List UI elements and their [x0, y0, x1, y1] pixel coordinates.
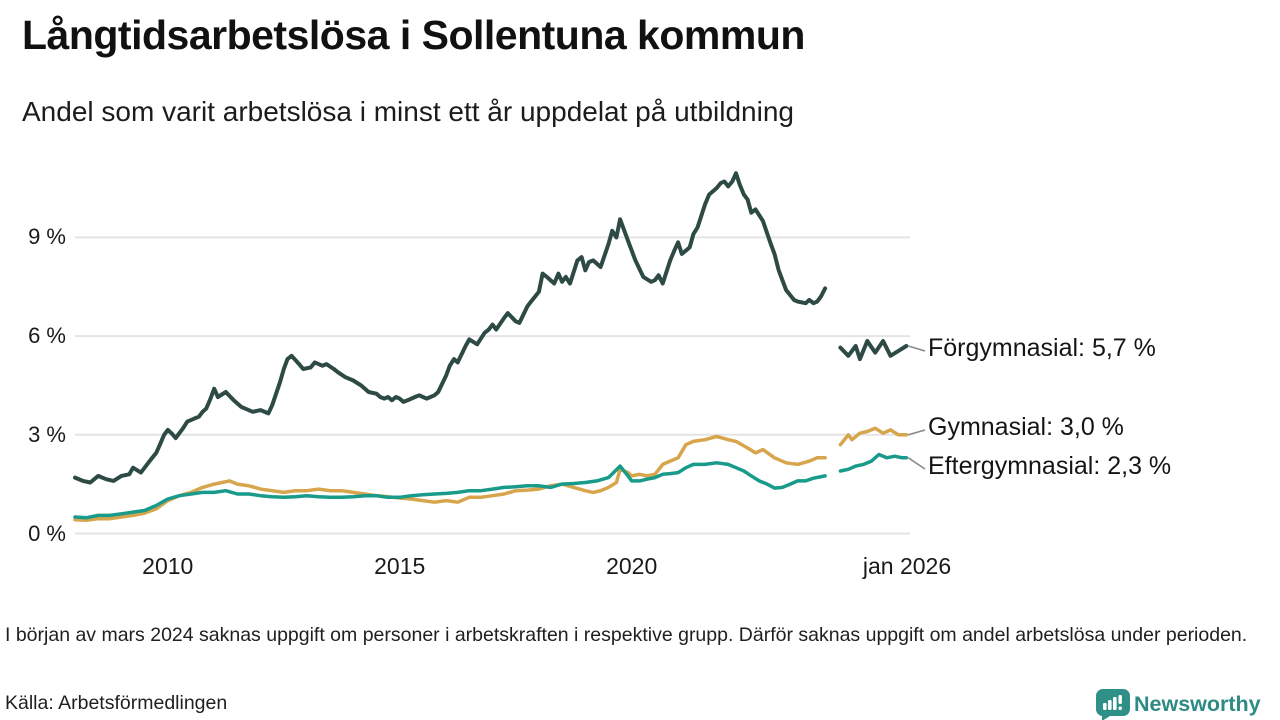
series-end-label-gymnasial: Gymnasial: 3,0 %	[928, 413, 1124, 441]
series-line-förgymnasial	[838, 339, 909, 362]
connector-förgymnasial	[908, 345, 926, 352]
y-tick-label-0: 0 %	[28, 520, 66, 546]
label-connectors	[907, 345, 926, 470]
x-tick-label-2010: 2010	[142, 553, 194, 579]
series-lines	[73, 171, 909, 523]
page-subtitle: Andel som varit arbetslösa i minst ett å…	[22, 96, 794, 127]
newsworthy-brand-text: Newsworthy	[1134, 692, 1261, 716]
series-line-eftergymnasial	[73, 461, 827, 520]
page-title: Långtidsarbetslösa i Sollentuna kommun	[22, 12, 805, 58]
newsworthy-logo-icon	[1096, 689, 1130, 720]
series-line-eftergymnasial	[838, 452, 909, 473]
gridlines	[75, 236, 910, 535]
series-line-gymnasial	[73, 434, 827, 523]
y-tick-label-9: 9 %	[28, 224, 66, 250]
y-tick-label-3: 3 %	[28, 421, 66, 447]
series-end-label-förgymnasial: Förgymnasial: 5,7 %	[928, 334, 1156, 362]
x-tick-label-2020: 2020	[606, 553, 658, 579]
footnote-text: I början av mars 2024 saknas uppgift om …	[5, 624, 1248, 646]
x-tick-label-2015: 2015	[374, 553, 426, 579]
series-line-gymnasial	[838, 426, 909, 447]
y-tick-label-6: 6 %	[28, 323, 66, 349]
series-end-label-eftergymnasial: Eftergymnasial: 2,3 %	[928, 452, 1172, 480]
x-tick-label-jan-2026: jan 2026	[862, 553, 952, 579]
connector-eftergymnasial	[907, 457, 926, 470]
series-line-förgymnasial	[73, 171, 828, 485]
source-text: Källa: Arbetsförmedlingen	[5, 692, 228, 714]
connector-gymnasial	[908, 429, 926, 436]
